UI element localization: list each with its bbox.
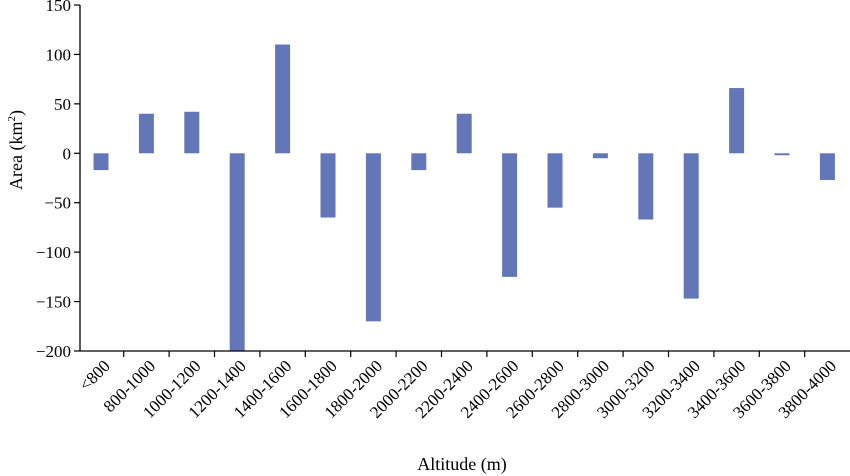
y-tick-label: −150 [36, 293, 71, 312]
y-tick-label: 50 [54, 95, 71, 114]
bar [729, 88, 745, 154]
bar [320, 153, 336, 218]
y-tick-label: 0 [63, 144, 72, 163]
bar [774, 153, 790, 156]
y-tick-label: 100 [46, 45, 72, 64]
bars-group [93, 44, 835, 351]
bar [547, 153, 563, 208]
bar [683, 153, 699, 299]
x-axis-title: Altitude (m) [417, 454, 506, 475]
y-axis-title-superscript: 2 [6, 116, 18, 122]
y-ticks-group: 150 100 50 0 −50 −100 −150 −200 [36, 0, 80, 361]
y-tick-label: −200 [36, 342, 71, 361]
bar [365, 153, 381, 322]
bar [275, 44, 291, 154]
y-axis-title: Area (km2) [6, 110, 27, 190]
bar [411, 153, 427, 171]
bar [592, 153, 608, 159]
bar [502, 153, 518, 277]
y-tick-label: −100 [36, 243, 71, 262]
bar [456, 113, 472, 154]
y-axis-title-close: ) [6, 110, 27, 116]
y-axis-title-main: Area (km [6, 122, 27, 190]
bar [638, 153, 654, 220]
bar [93, 153, 109, 171]
bar [138, 113, 154, 154]
y-tick-label: 150 [46, 0, 72, 15]
y-tick-label: −50 [44, 194, 71, 213]
x-tick-label: <800 [76, 356, 114, 394]
bar [184, 111, 200, 154]
bar [229, 153, 245, 351]
bar [819, 153, 835, 180]
x-ticks-group: <800800-10001000-12001200-14001400-16001… [76, 351, 840, 422]
